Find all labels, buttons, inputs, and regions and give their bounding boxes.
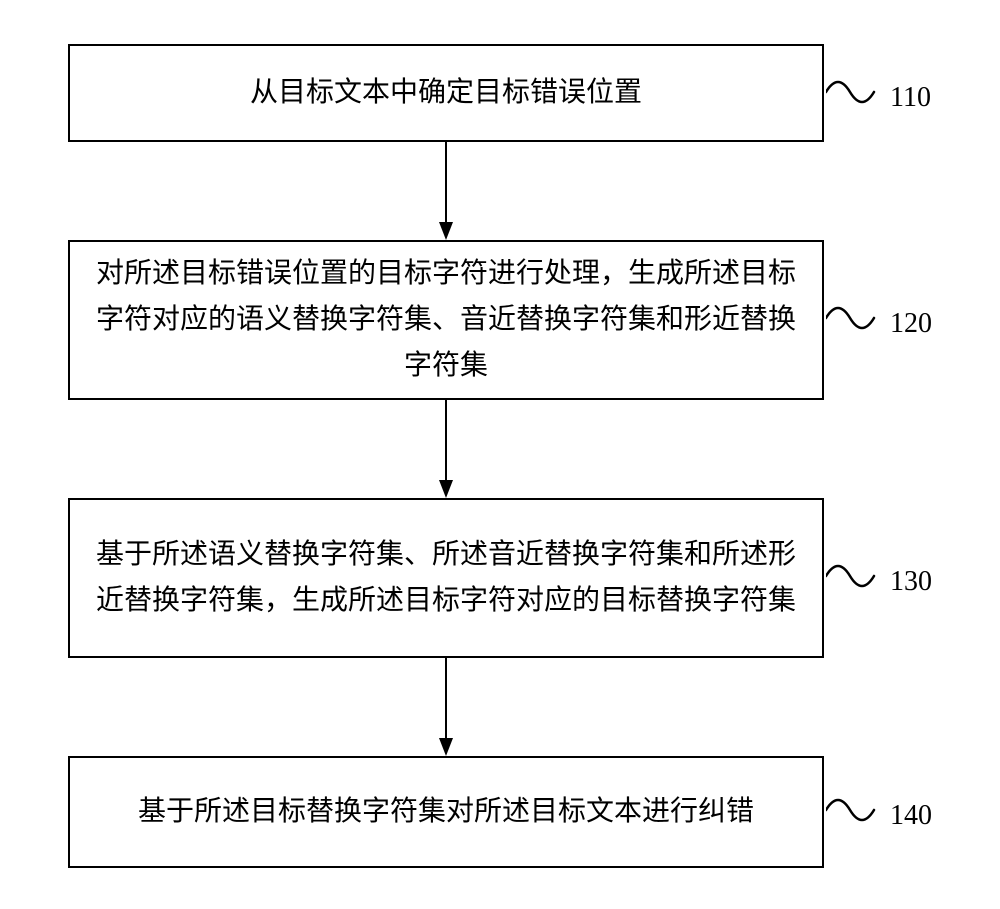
step-label-2: 120: [890, 308, 932, 340]
flow-node-2: 对所述目标错误位置的目标字符进行处理，生成所述目标字符对应的语义替换字符集、音近…: [68, 240, 824, 400]
flowchart-canvas: 从目标文本中确定目标错误位置 110 对所述目标错误位置的目标字符进行处理，生成…: [0, 0, 1000, 909]
arrow-2-3: [436, 400, 456, 498]
flow-node-2-text: 对所述目标错误位置的目标字符进行处理，生成所述目标字符对应的语义替换字符集、音近…: [94, 251, 798, 390]
step-label-1: 110: [890, 82, 931, 114]
arrow-3-4: [436, 658, 456, 756]
squiggle-1: [826, 78, 886, 118]
squiggle-2: [826, 304, 886, 344]
arrow-1-2: [436, 142, 456, 240]
flow-node-4: 基于所述目标替换字符集对所述目标文本进行纠错: [68, 756, 824, 868]
flow-node-4-text: 基于所述目标替换字符集对所述目标文本进行纠错: [138, 789, 754, 835]
flow-node-1: 从目标文本中确定目标错误位置: [68, 44, 824, 142]
squiggle-4: [826, 796, 886, 836]
flow-node-1-text: 从目标文本中确定目标错误位置: [250, 70, 642, 116]
step-label-3: 130: [890, 566, 932, 598]
flow-node-3-text: 基于所述语义替换字符集、所述音近替换字符集和所述形近替换字符集，生成所述目标字符…: [94, 532, 798, 624]
step-label-4: 140: [890, 800, 932, 832]
squiggle-3: [826, 562, 886, 602]
flow-node-3: 基于所述语义替换字符集、所述音近替换字符集和所述形近替换字符集，生成所述目标字符…: [68, 498, 824, 658]
